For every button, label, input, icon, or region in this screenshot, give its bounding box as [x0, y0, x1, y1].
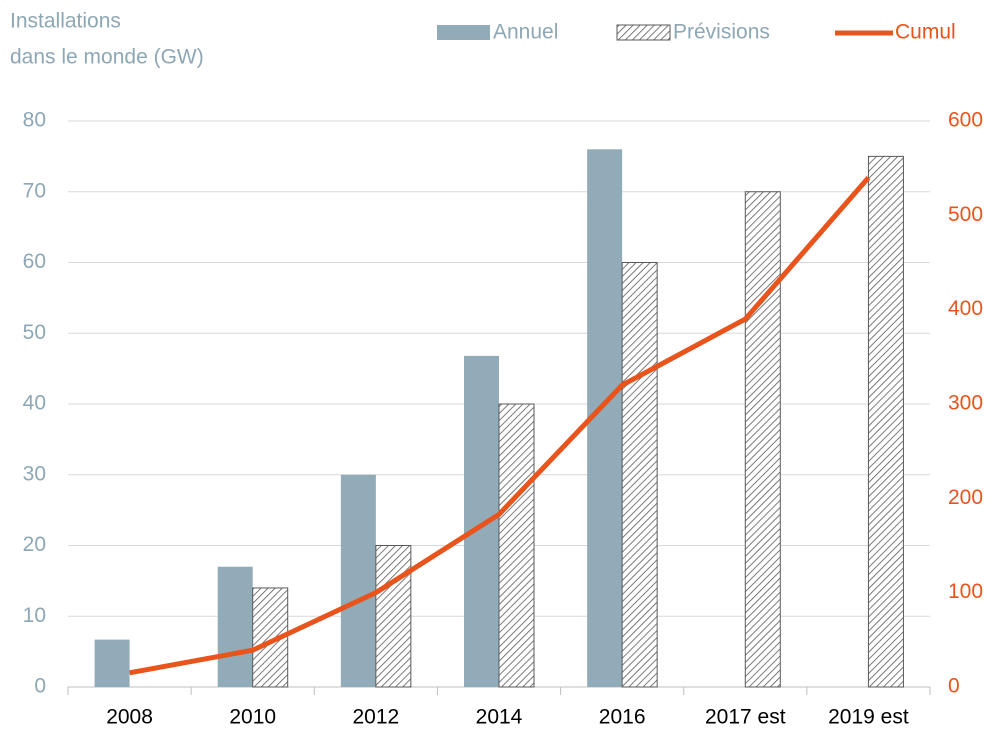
legend-swatch — [616, 24, 671, 41]
x-tick-label: 2019 est — [828, 706, 909, 729]
legend-swatch — [437, 25, 490, 40]
y-tick-label: 30 — [23, 462, 46, 485]
y-tick-label: 50 — [23, 321, 46, 344]
y-tick-label: 0 — [34, 675, 46, 698]
bar — [621, 262, 658, 688]
x-tick-label: 2008 — [106, 706, 153, 729]
y2-tick-label: 100 — [948, 580, 983, 603]
x-tick-label: 2012 — [352, 706, 399, 729]
chart-title: Installations — [10, 10, 121, 33]
y2-tick-label: 0 — [948, 675, 960, 698]
bar — [94, 639, 130, 687]
bar — [464, 355, 499, 687]
legend-label: Prévisions — [673, 21, 770, 44]
chart-title: dans le monde (GW) — [10, 46, 204, 69]
y2-tick-label: 500 — [948, 203, 983, 226]
line — [129, 175, 871, 676]
x-tick-label: 2017 est — [705, 706, 786, 729]
y-tick-label: 40 — [23, 392, 46, 415]
bar — [217, 566, 253, 687]
y2-tick-label: 200 — [948, 486, 983, 509]
y2-tick-label: 400 — [948, 297, 983, 320]
bar — [744, 191, 781, 688]
y2-tick-label: 600 — [948, 109, 983, 132]
y-tick-label: 70 — [23, 179, 46, 202]
y-tick-label: 60 — [23, 250, 46, 273]
bar — [498, 403, 535, 688]
y2-tick-label: 300 — [948, 392, 983, 415]
y-tick-label: 80 — [23, 109, 46, 132]
x-tick-label: 2016 — [599, 706, 646, 729]
bar — [340, 474, 376, 687]
y-tick-label: 20 — [23, 533, 46, 556]
legend-label: Annuel — [493, 21, 558, 44]
bar — [375, 545, 412, 688]
x-tick-label: 2010 — [229, 706, 276, 729]
bar — [867, 155, 904, 688]
y-tick-label: 10 — [23, 604, 46, 627]
x-tick-label: 2014 — [476, 706, 523, 729]
legend-label: Cumul — [895, 21, 956, 44]
